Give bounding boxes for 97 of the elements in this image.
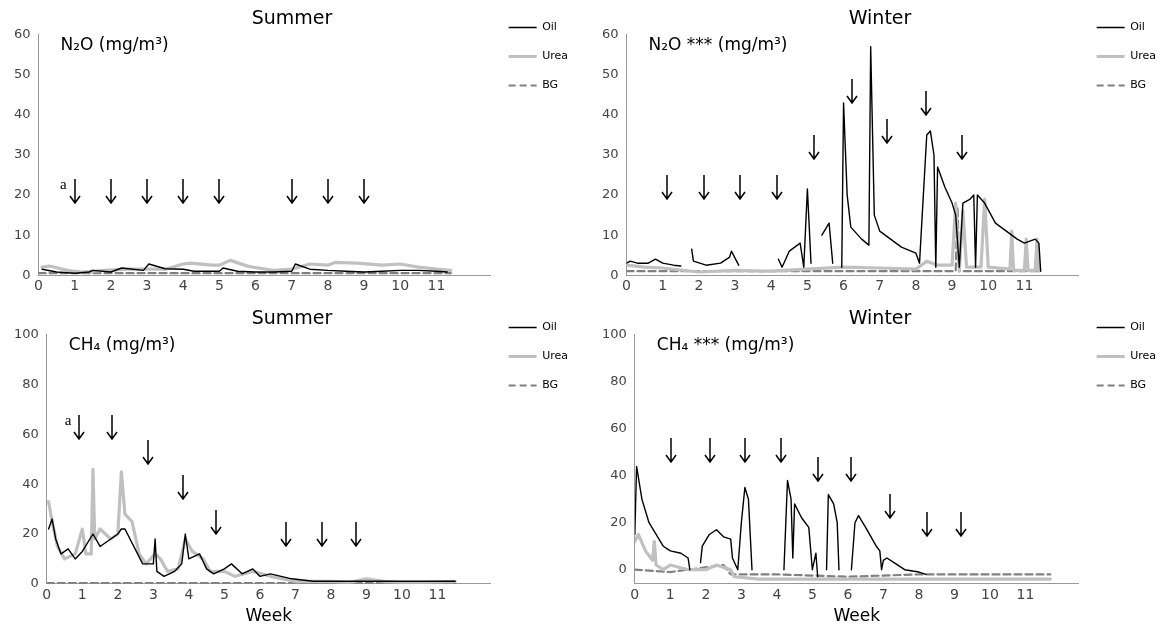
x-tick-label: 6 — [255, 585, 265, 602]
y-tick-label: 60 — [602, 26, 619, 42]
y-tick-label: 10 — [602, 226, 619, 242]
x-tick-label: 7 — [287, 277, 297, 294]
y-tick-label: 0 — [610, 266, 619, 282]
x-tick-label: 3 — [148, 585, 158, 602]
y-tick-label: 40 — [14, 106, 31, 122]
legend-label: Urea — [542, 349, 568, 363]
y-tick-label: 0 — [618, 561, 627, 577]
chart-title: Summer — [251, 306, 333, 329]
y-tick-label: 50 — [602, 66, 619, 82]
x-tick-label: 4 — [178, 277, 188, 294]
x-tick-label: 6 — [839, 277, 849, 294]
x-tick-label: 7 — [290, 585, 300, 602]
y-tick-label: 40 — [22, 475, 39, 491]
y-tick-label: 50 — [14, 66, 31, 82]
x-tick-label: 6 — [843, 585, 853, 602]
x-tick-label: 2 — [106, 277, 116, 294]
x-tick-label: 4 — [772, 585, 782, 602]
x-tick-label: 7 — [878, 585, 888, 602]
x-tick-label: 3 — [142, 277, 152, 294]
y-tick-label: 20 — [610, 514, 627, 530]
legend-label: BG — [1130, 378, 1147, 392]
x-tick-label: 8 — [326, 585, 336, 602]
x-tick-label: 4 — [766, 277, 776, 294]
x-tick-label: 10 — [392, 585, 411, 602]
x-tick-label: 8 — [911, 277, 921, 294]
x-tick-label: 9 — [359, 277, 369, 294]
chart-title: Winter — [848, 6, 912, 29]
y-axis-title: CH₄ (mg/m³) — [68, 333, 176, 354]
x-tick-label: 6 — [251, 277, 261, 294]
y-tick-label: 80 — [22, 375, 39, 391]
chart-title: Summer — [251, 6, 333, 29]
legend-label: BG — [1130, 78, 1147, 92]
x-tick-label: 10 — [391, 277, 410, 294]
x-axis-title: Week — [833, 605, 881, 626]
x-tick-label: 3 — [730, 277, 740, 294]
legend-label: Oil — [542, 20, 557, 34]
annotation: a — [60, 176, 68, 192]
x-tick-label: 8 — [914, 585, 924, 602]
x-tick-label: 11 — [428, 585, 447, 602]
x-tick-label: 1 — [77, 585, 87, 602]
legend-label: Urea — [1130, 349, 1156, 363]
x-tick-label: 2 — [701, 585, 711, 602]
y-tick-label: 60 — [610, 420, 627, 436]
legend-label: BG — [542, 378, 559, 392]
x-tick-label: 8 — [323, 277, 333, 294]
x-tick-label: 2 — [113, 585, 123, 602]
x-tick-label: 11 — [427, 277, 446, 294]
x-tick-label: 9 — [949, 585, 959, 602]
legend-label: Urea — [1130, 49, 1156, 63]
x-tick-label: 10 — [979, 277, 998, 294]
y-tick-label: 30 — [14, 146, 31, 162]
x-tick-label: 1 — [658, 277, 668, 294]
legend-label: Urea — [542, 49, 568, 63]
y-tick-label: 40 — [602, 106, 619, 122]
y-axis-title: N₂O (mg/m³) — [60, 33, 169, 54]
y-tick-label: 20 — [14, 186, 31, 202]
y-tick-label: 20 — [22, 525, 39, 541]
line-series — [634, 563, 1052, 578]
x-tick-label: 3 — [736, 585, 746, 602]
y-tick-label: 60 — [22, 425, 39, 441]
legend-label: BG — [542, 78, 559, 92]
y-axis-title: N₂O *** (mg/m³) — [648, 33, 788, 54]
x-tick-label: 1 — [70, 277, 80, 294]
legend-label: Oil — [1130, 320, 1145, 334]
y-tick-label: 10 — [14, 226, 31, 242]
x-tick-label: 7 — [875, 277, 885, 294]
x-tick-label: 10 — [980, 585, 999, 602]
x-tick-label: 2 — [694, 277, 704, 294]
x-tick-label: 9 — [947, 277, 957, 294]
x-tick-label: 4 — [184, 585, 194, 602]
y-tick-label: 0 — [22, 266, 31, 282]
y-tick-label: 100 — [601, 326, 627, 342]
y-tick-label: 100 — [13, 326, 39, 342]
y-axis-title: CH₄ *** (mg/m³) — [656, 333, 795, 354]
x-tick-label: 11 — [1015, 277, 1034, 294]
y-tick-label: 30 — [602, 146, 619, 162]
legend-label: Oil — [1130, 20, 1145, 34]
chart-title: Winter — [848, 306, 912, 329]
y-tick-label: 0 — [30, 575, 39, 591]
x-tick-label: 11 — [1016, 585, 1035, 602]
x-tick-label: 5 — [802, 277, 812, 294]
y-tick-label: 60 — [14, 26, 31, 42]
x-tick-label: 9 — [361, 585, 371, 602]
y-tick-label: 20 — [602, 186, 619, 202]
y-tick-label: 80 — [610, 373, 627, 389]
x-tick-label: 1 — [665, 585, 675, 602]
x-tick-label: 5 — [219, 585, 229, 602]
annotation: a — [64, 411, 72, 428]
x-tick-label: 0 — [630, 585, 640, 602]
x-tick-label: 5 — [214, 277, 224, 294]
x-tick-label: 5 — [807, 585, 817, 602]
legend-label: Oil — [542, 320, 557, 334]
x-axis-title: Week — [245, 605, 293, 626]
x-tick-label: 0 — [42, 585, 52, 602]
y-tick-label: 40 — [610, 467, 627, 483]
